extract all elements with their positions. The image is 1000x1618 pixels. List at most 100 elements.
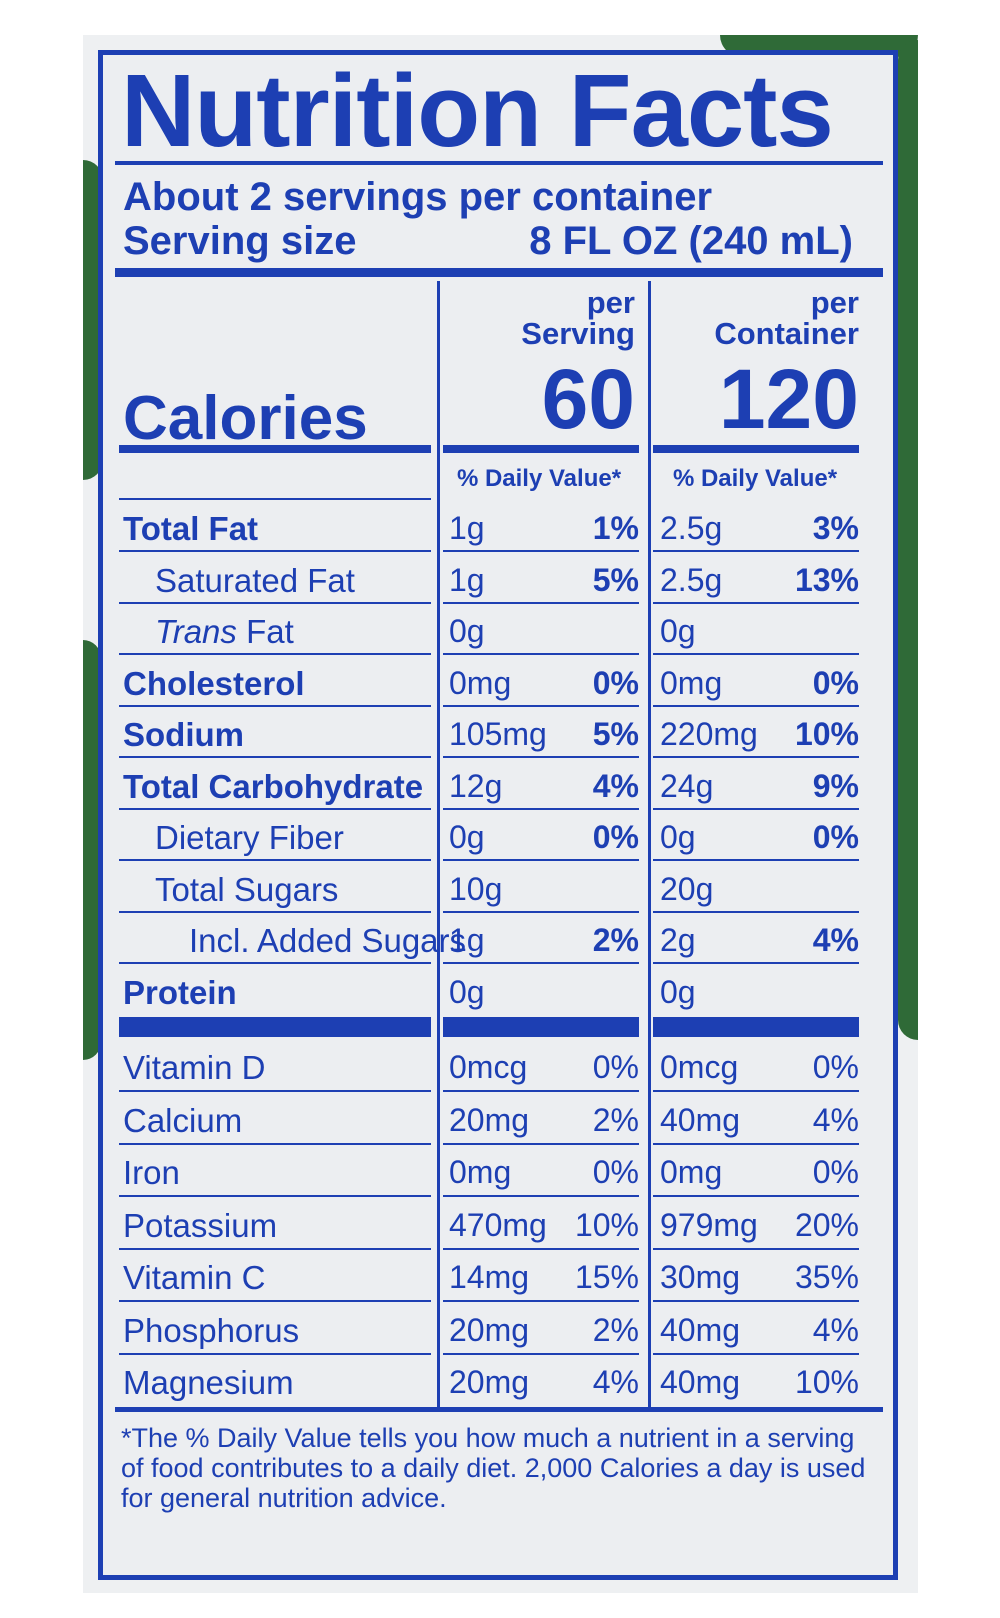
serving-daily-value: 4%	[592, 768, 639, 804]
serving-amount: 0mg	[449, 665, 512, 701]
nutrient-name-text: Magnesium	[123, 1364, 294, 1401]
row-divider	[443, 911, 639, 913]
row-divider	[443, 756, 639, 758]
nutrient-name: Vitamin D	[123, 1051, 265, 1084]
nutrient-name-text: Vitamin D	[123, 1049, 266, 1086]
row-divider	[653, 1143, 859, 1145]
per-container-line1: per	[810, 285, 859, 320]
serving-daily-value: 0%	[592, 1154, 639, 1190]
container-amount: 40mg	[660, 1364, 741, 1400]
nutrient-name-text: Protein	[123, 974, 237, 1011]
leaf-decoration	[898, 40, 918, 1040]
calories-per-serving: 60	[541, 352, 635, 446]
row-divider	[119, 1090, 431, 1092]
serving-amount: 12g	[449, 768, 503, 804]
nutrient-name-text: Phosphorus	[123, 1312, 300, 1349]
row-divider	[443, 550, 639, 552]
nutrient-name: Cholesterol	[123, 667, 305, 700]
container-daily-value: 0%	[812, 1154, 859, 1190]
row-divider	[443, 653, 639, 655]
nutrient-name: Total Fat	[123, 512, 258, 545]
row-divider	[653, 859, 859, 861]
serving-amount: 0g	[449, 819, 485, 855]
row-divider	[119, 808, 431, 810]
serving-amount: 1g	[449, 562, 485, 598]
row-divider	[653, 1090, 859, 1092]
container-daily-value: 20%	[794, 1207, 859, 1243]
nutrient-name: Saturated Fat	[123, 564, 355, 597]
per-serving-line2: Serving	[521, 316, 635, 351]
row-divider	[653, 653, 859, 655]
container-amount: 2.5g	[660, 510, 723, 546]
nutrient-name: Trans Fat	[123, 615, 294, 648]
row-divider	[119, 1143, 431, 1145]
daily-value-footnote: *The % Daily Value tells you how much a …	[121, 1423, 866, 1513]
container-daily-value: 35%	[794, 1259, 859, 1295]
per-serving-header: per Serving	[443, 287, 635, 349]
thick-divider	[653, 445, 859, 453]
serving-amount: 0g	[449, 613, 485, 649]
row-divider	[653, 911, 859, 913]
nutrient-name-text: Sodium	[123, 716, 244, 753]
serving-amount: 0g	[449, 974, 485, 1010]
container-amount: 979mg	[660, 1207, 758, 1243]
nutrient-name-text: Saturated Fat	[155, 562, 355, 599]
container-amount: 20g	[660, 871, 714, 907]
container-daily-value: 0%	[812, 1049, 859, 1085]
thick-divider	[115, 1407, 883, 1412]
nutrient-name: Potassium	[123, 1209, 277, 1242]
serving-amount: 470mg	[449, 1207, 547, 1243]
container-amount: 30mg	[660, 1259, 741, 1295]
row-divider	[443, 1195, 639, 1197]
nutrition-facts-label: Nutrition Facts About 2 servings per con…	[98, 50, 898, 1580]
serving-daily-value: 15%	[574, 1259, 639, 1295]
container-amount: 0mg	[660, 665, 723, 701]
calories-per-container: 120	[718, 352, 859, 446]
nutrient-name-italic: Trans	[155, 613, 237, 650]
row-divider	[119, 1195, 431, 1197]
serving-size-value: 8 FL OZ (240 mL)	[529, 219, 853, 263]
serving-daily-value: 0%	[592, 1049, 639, 1085]
row-divider	[653, 602, 859, 604]
label-title: Nutrition Facts	[121, 53, 834, 168]
row-divider	[653, 550, 859, 552]
nutrient-name-text: Fat	[236, 613, 294, 650]
container-amount: 2.5g	[660, 562, 723, 598]
serving-amount: 10g	[449, 871, 503, 907]
divider	[115, 161, 883, 165]
serving-daily-value: 5%	[592, 716, 639, 752]
row-divider	[119, 653, 431, 655]
nutrient-name: Iron	[123, 1156, 180, 1189]
nutrient-name: Sodium	[123, 718, 244, 751]
container-daily-value: 13%	[794, 562, 859, 598]
container-amount: 2g	[660, 922, 696, 958]
daily-value-header-serving: % Daily Value*	[456, 465, 622, 492]
row-divider	[119, 911, 431, 913]
row-divider	[119, 550, 431, 552]
row-divider	[119, 602, 431, 604]
container-amount: 0mg	[660, 1154, 723, 1190]
serving-amount: 105mg	[449, 716, 547, 752]
serving-daily-value: 2%	[592, 1102, 639, 1138]
leaf-decoration	[83, 640, 101, 1060]
thick-divider	[443, 445, 639, 453]
row-divider	[653, 1195, 859, 1197]
serving-daily-value: 0%	[592, 819, 639, 855]
container-daily-value: 4%	[812, 1102, 859, 1138]
nutrient-name-text: Total Carbohydrate	[123, 768, 424, 805]
row-divider	[119, 1353, 431, 1355]
nutrient-name: Vitamin C	[123, 1261, 265, 1294]
serving-daily-value: 4%	[592, 1364, 639, 1400]
thick-divider	[115, 268, 883, 277]
row-divider	[653, 756, 859, 758]
nutrient-name: Protein	[123, 976, 237, 1009]
row-divider	[653, 1248, 859, 1250]
per-container-header: per Container	[653, 287, 859, 349]
container-amount: 0g	[660, 819, 696, 855]
row-divider	[653, 1300, 859, 1302]
vitamin-section-bar	[443, 1017, 639, 1037]
serving-daily-value: 1%	[592, 510, 639, 546]
serving-amount: 20mg	[449, 1102, 530, 1138]
row-divider	[653, 808, 859, 810]
row-divider	[653, 962, 859, 964]
